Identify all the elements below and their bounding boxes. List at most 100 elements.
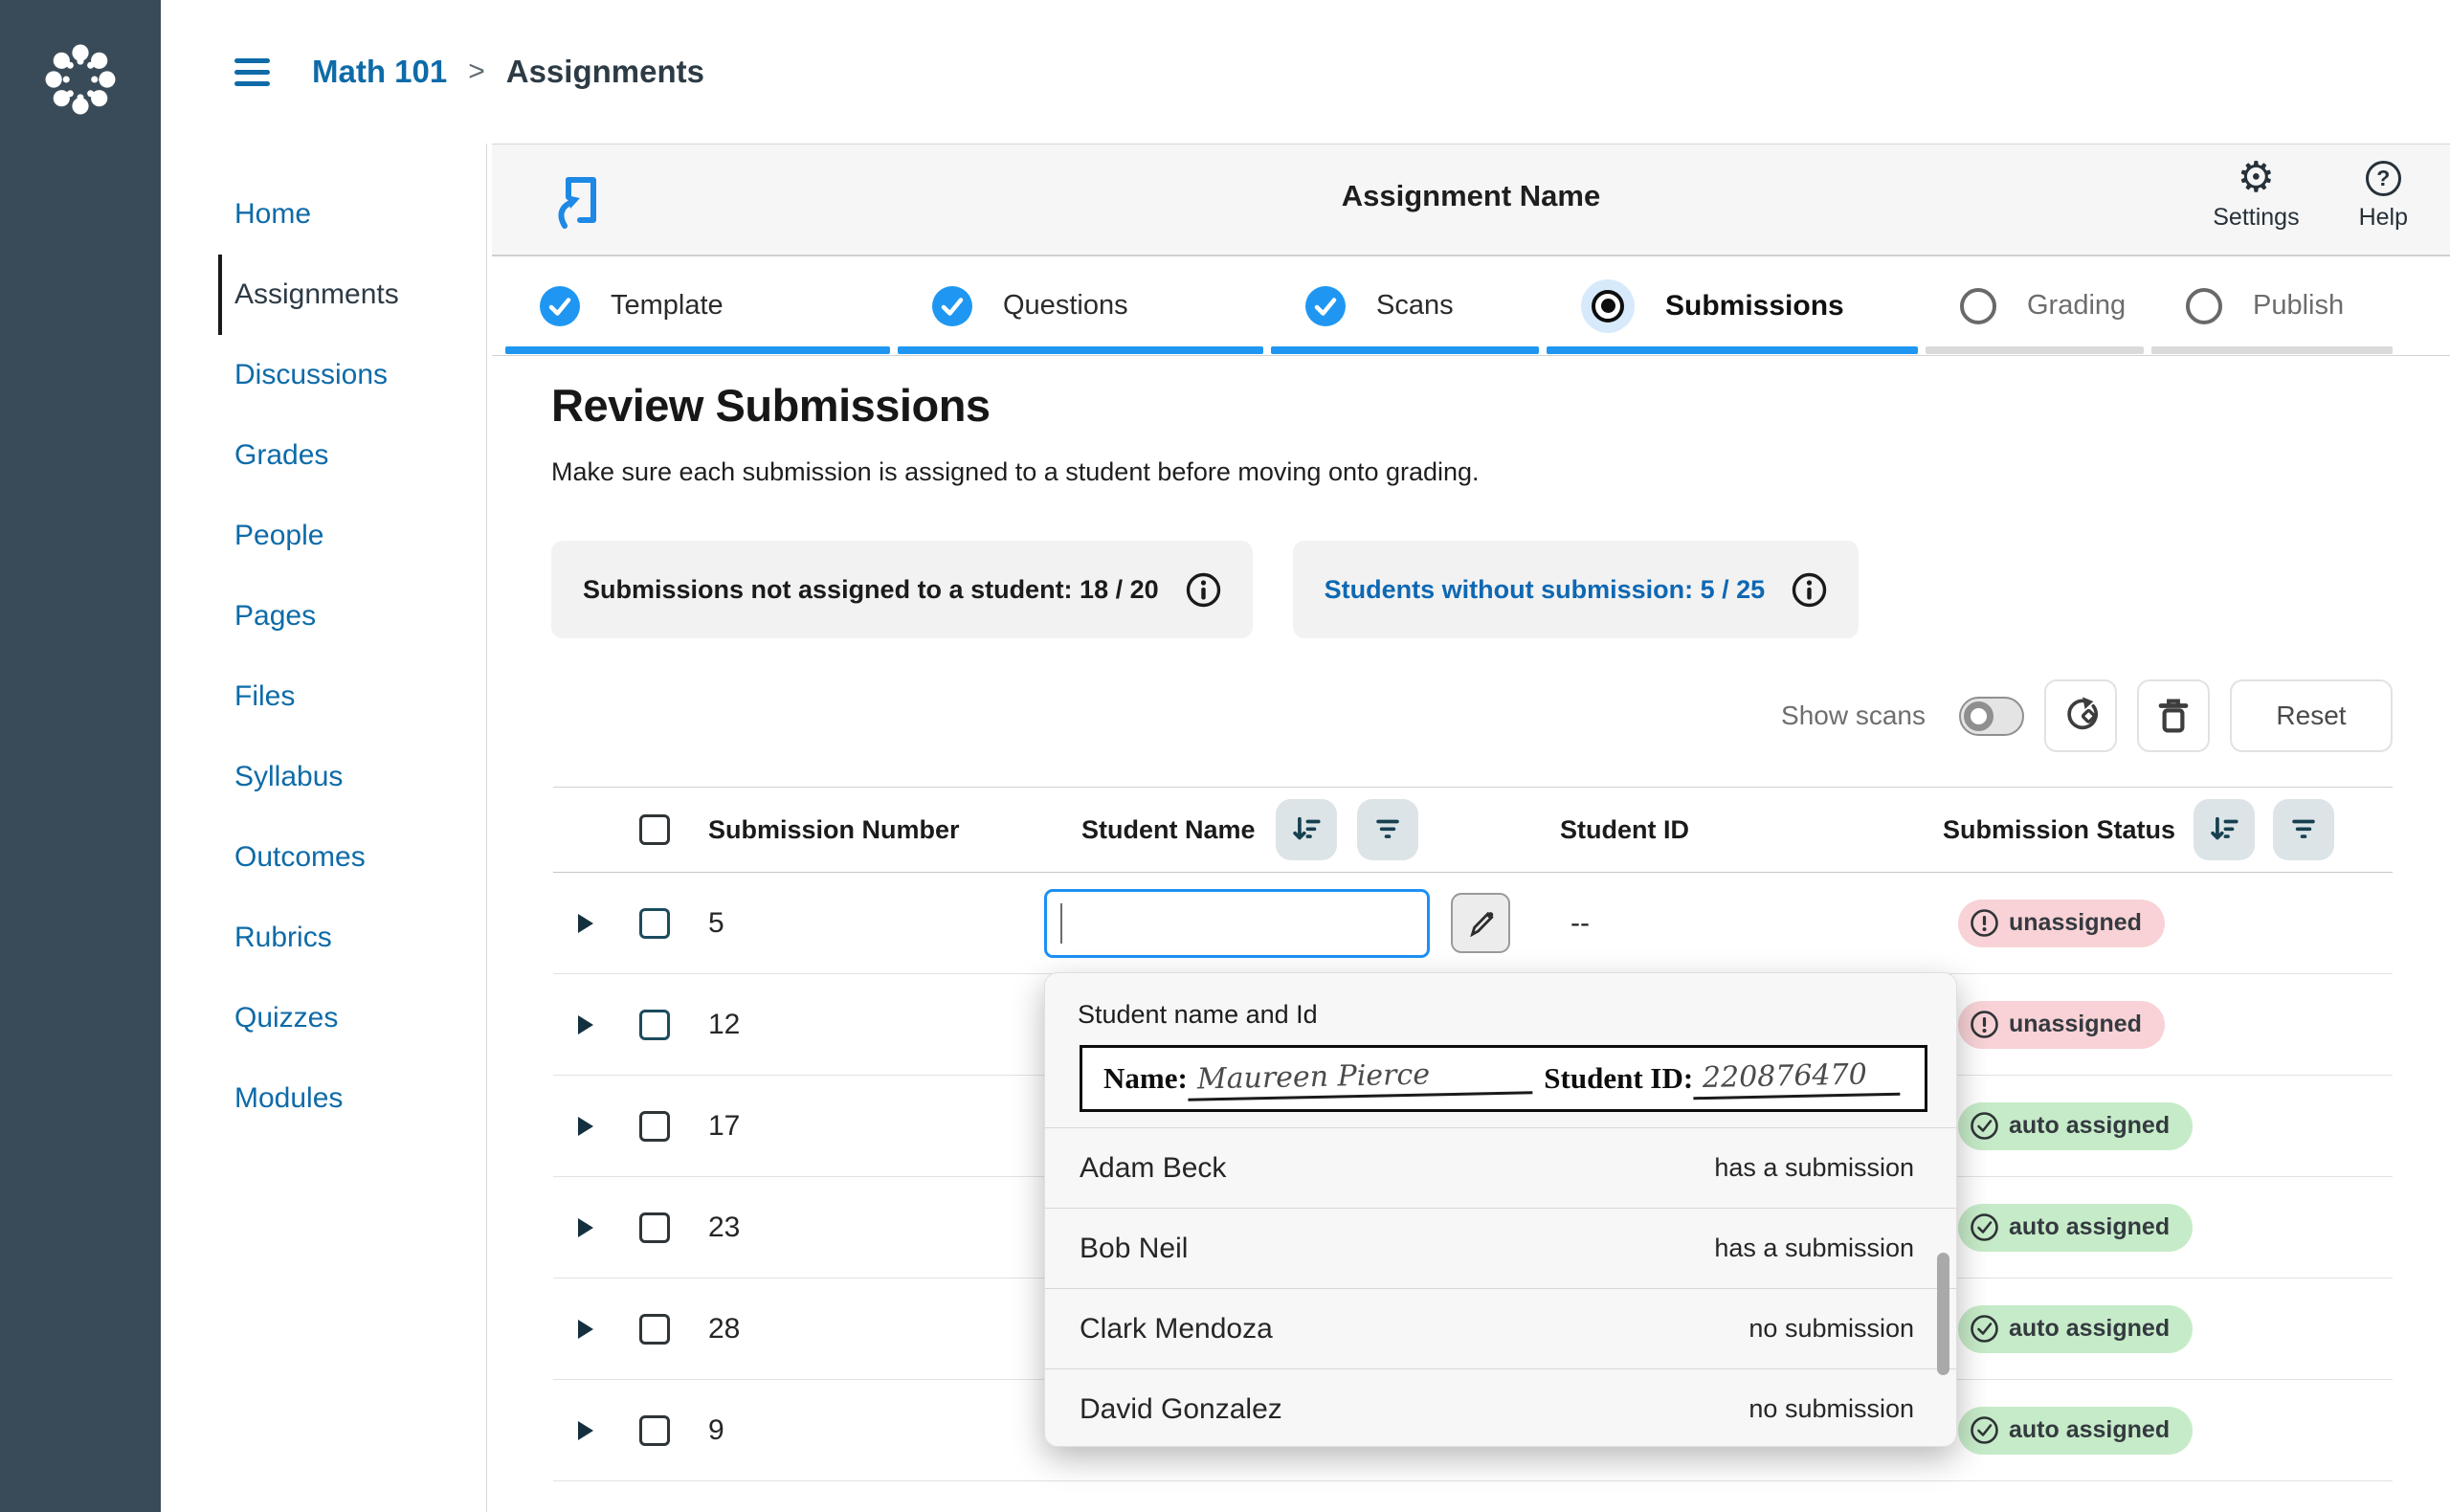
settings-label: Settings: [2213, 204, 2300, 231]
sidebar-item-grades[interactable]: Grades: [234, 439, 329, 471]
sort-status-button[interactable]: [2194, 799, 2256, 860]
exit-tool-icon[interactable]: [555, 172, 605, 230]
student-name-input[interactable]: [1044, 888, 1430, 958]
settings-button[interactable]: ⚙ Settings: [2213, 156, 2299, 232]
help-button[interactable]: ? Help: [2359, 156, 2408, 232]
select-all-checkbox[interactable]: [639, 814, 670, 845]
tab-publish[interactable]: Publish: [2151, 256, 2393, 355]
row-checkbox[interactable]: [639, 1313, 670, 1345]
student-option[interactable]: Adam Beck has a submission: [1045, 1127, 1956, 1208]
tab-underline: [1926, 346, 2144, 354]
sidebar-item-discussions[interactable]: Discussions: [234, 359, 389, 390]
tab-scans[interactable]: Scans: [1271, 256, 1539, 355]
row-checkbox[interactable]: [639, 1212, 670, 1243]
info-icon[interactable]: [1792, 572, 1827, 608]
alert-icon: [1971, 909, 1998, 937]
sidebar-item-rubrics[interactable]: Rubrics: [234, 922, 332, 953]
check-circle-icon: [1305, 285, 1346, 326]
submission-number: 23: [708, 1211, 741, 1243]
dropdown-scrollbar-thumb[interactable]: [1937, 1253, 1949, 1375]
option-status: no submission: [1748, 1314, 1914, 1343]
info-icon[interactable]: [1186, 572, 1221, 608]
tab-label: Template: [611, 290, 724, 321]
sidebar-item-people[interactable]: People: [234, 520, 324, 551]
expand-row-icon[interactable]: [578, 1014, 593, 1034]
tab-underline: [505, 346, 890, 354]
expand-row-icon[interactable]: [578, 1319, 593, 1339]
expand-row-icon[interactable]: [578, 1420, 593, 1440]
status-badge: auto assigned: [1958, 1304, 2194, 1353]
header-actions: ⚙ Settings ? Help: [2213, 156, 2408, 232]
tab-label: Grading: [2027, 290, 2127, 321]
tab-grading[interactable]: Grading: [1926, 256, 2144, 355]
sort-icon: [1292, 816, 1321, 840]
status-label: auto assigned: [2009, 1416, 2171, 1443]
breadcrumb: Math 101 > Assignments: [312, 54, 704, 90]
tab-questions[interactable]: Questions: [898, 256, 1263, 355]
gear-icon: ⚙: [2237, 154, 2276, 201]
sidebar-item-quizzes[interactable]: Quizzes: [234, 1002, 339, 1034]
scan-id-value: 220876470: [1692, 1056, 1901, 1101]
sidebar-item-syllabus[interactable]: Syllabus: [234, 761, 344, 792]
no-submission-count-chip[interactable]: Students without submission: 5 / 25: [1292, 541, 1860, 638]
col-submission-number: Submission Number: [708, 814, 960, 844]
student-option[interactable]: David Gonzalez no submission: [1045, 1368, 1956, 1449]
tab-submissions[interactable]: Submissions: [1547, 256, 1918, 355]
sidebar-item-pages[interactable]: Pages: [234, 600, 317, 632]
tab-underline: [1547, 346, 1918, 354]
sidebar-item-home[interactable]: Home: [234, 198, 312, 230]
show-scans-toggle[interactable]: [1959, 696, 2024, 736]
expand-row-icon[interactable]: [578, 913, 593, 933]
option-name: Clark Mendoza: [1080, 1312, 1273, 1345]
panel-content: Review Submissions Make sure each submis…: [492, 379, 2450, 638]
scan-id-label: Student ID:: [1544, 1061, 1694, 1095]
option-name: Bob Neil: [1080, 1232, 1189, 1264]
table-toolbar: Show scans Reset: [553, 679, 2393, 752]
tab-underline: [1271, 346, 1539, 354]
table-row: 9 auto assigned: [553, 1380, 2393, 1481]
option-status: has a submission: [1714, 1153, 1914, 1182]
student-option[interactable]: Bob Neil has a submission: [1045, 1208, 1956, 1288]
unassigned-count-label: Submissions not assigned to a student: 1…: [583, 574, 1159, 604]
rerun-auto-assign-button[interactable]: [2044, 679, 2117, 752]
reset-button[interactable]: Reset: [2230, 679, 2393, 752]
help-label: Help: [2358, 204, 2408, 231]
row-checkbox[interactable]: [639, 907, 670, 939]
hamburger-icon[interactable]: [234, 57, 270, 86]
student-option[interactable]: Clark Mendoza no submission: [1045, 1288, 1956, 1368]
status-badge: auto assigned: [1958, 1203, 2194, 1252]
filter-student-name-button[interactable]: [1356, 799, 1418, 860]
col-student-name: Student Name: [1081, 814, 1256, 844]
tab-label: Questions: [1003, 290, 1128, 321]
edit-name-button[interactable]: [1451, 893, 1510, 953]
no-submission-count-label: Students without submission: 5 / 25: [1324, 574, 1766, 604]
sort-student-name-button[interactable]: [1275, 799, 1337, 860]
submission-number: 9: [708, 1413, 724, 1446]
delete-button[interactable]: [2137, 679, 2210, 752]
scan-name-label: Name:: [1103, 1061, 1188, 1095]
canvas-logo[interactable]: [41, 40, 120, 119]
option-name: David Gonzalez: [1080, 1392, 1282, 1425]
assignment-panel: Assignment Name ⚙ Settings ? Help Templ: [492, 144, 2450, 1512]
check-icon: [1971, 1315, 1998, 1343]
row-checkbox[interactable]: [639, 1110, 670, 1142]
sidebar-item-files[interactable]: Files: [234, 680, 296, 712]
tab-label: Submissions: [1665, 289, 1844, 322]
breadcrumb-course-link[interactable]: Math 101: [312, 54, 448, 89]
sidebar-item-outcomes[interactable]: Outcomes: [234, 841, 366, 873]
tab-underline: [898, 346, 1263, 354]
sidebar-item-modules[interactable]: Modules: [234, 1082, 344, 1114]
breadcrumb-page: Assignments: [505, 54, 704, 89]
help-icon: ?: [2365, 160, 2401, 196]
check-icon: [1971, 1416, 1998, 1444]
student-id: --: [1570, 906, 1590, 939]
filter-status-button[interactable]: [2273, 799, 2335, 860]
student-options-list: Adam Beck has a submission Bob Neil has …: [1045, 1127, 1956, 1449]
expand-row-icon[interactable]: [578, 1217, 593, 1237]
row-checkbox[interactable]: [639, 1414, 670, 1446]
sidebar-item-assignments[interactable]: Assignments: [218, 255, 486, 335]
tab-template[interactable]: Template: [505, 256, 890, 355]
expand-row-icon[interactable]: [578, 1116, 593, 1136]
page-title: Review Submissions: [551, 380, 991, 431]
row-checkbox[interactable]: [639, 1009, 670, 1040]
